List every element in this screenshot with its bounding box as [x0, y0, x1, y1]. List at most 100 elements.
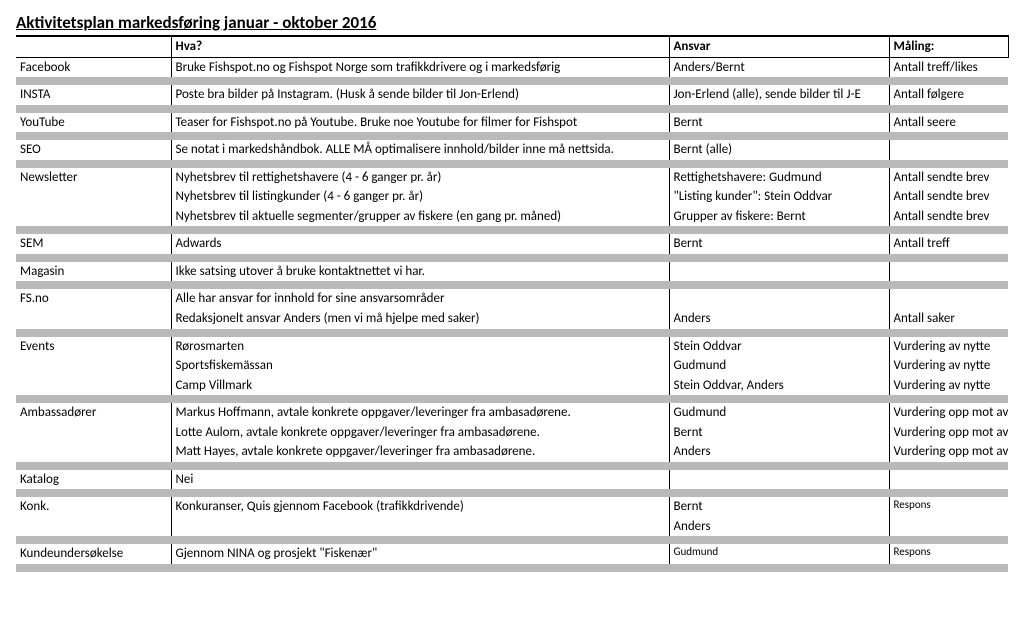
cell-ansvar	[669, 262, 889, 282]
separator-row	[16, 77, 1008, 85]
cell-maling: Antall sendte brev	[889, 168, 1008, 188]
cell-maling: Antall seere	[889, 113, 1008, 133]
cell-hva: Konkuranser, Quis gjennom Facebook (traf…	[171, 497, 669, 517]
cell-hva: Teaser for Fishspot.no på Youtube. Bruke…	[171, 113, 669, 133]
cell-maling: Vurdering opp mot avtale	[889, 423, 1008, 443]
table-header-row: Hva? Ansvar Måling:	[16, 36, 1008, 57]
cell-ansvar: Stein Oddvar, Anders	[669, 376, 889, 396]
cell-ansvar: Jon-Erlend (alle), sende bilder til J-E	[669, 85, 889, 105]
table-row: MagasinIkke satsing utover å bruke konta…	[16, 262, 1008, 282]
cell-category	[16, 356, 171, 376]
separator-row	[16, 105, 1008, 113]
table-row: Nyhetsbrev til listingkunder (4 - 6 gang…	[16, 187, 1008, 207]
separator-row	[16, 564, 1008, 572]
cell-category: YouTube	[16, 113, 171, 133]
cell-maling: Antall treff/likes	[889, 57, 1008, 77]
cell-ansvar: Bernt	[669, 423, 889, 443]
cell-hva: Nyhetsbrev til listingkunder (4 - 6 gang…	[171, 187, 669, 207]
table-row: SEMAdwardsBerntAntall treff	[16, 234, 1008, 254]
cell-hva: Gjennom NINA og prosjekt "Fiskenær"	[171, 544, 669, 564]
separator-row	[16, 160, 1008, 168]
separator-row	[16, 132, 1008, 140]
cell-hva: Adwards	[171, 234, 669, 254]
cell-maling	[889, 140, 1008, 160]
cell-maling: Respons	[889, 497, 1008, 517]
table-row: KundeundersøkelseGjennom NINA og prosjek…	[16, 544, 1008, 564]
cell-hva	[171, 517, 669, 537]
cell-ansvar: Grupper av fiskere: Bernt	[669, 207, 889, 227]
cell-hva: Ikke satsing utover å bruke kontaktnette…	[171, 262, 669, 282]
cell-ansvar: Gudmund	[669, 544, 889, 564]
cell-category: Kundeundersøkelse	[16, 544, 171, 564]
cell-maling: Vurdering opp mot avtale	[889, 403, 1008, 423]
cell-maling	[889, 470, 1008, 490]
cell-category	[16, 187, 171, 207]
cell-maling: Antall saker	[889, 309, 1008, 329]
cell-category: FS.no	[16, 289, 171, 309]
cell-hva: Se notat i markedshåndbok. ALLE MÅ optim…	[171, 140, 669, 160]
table-row: KatalogNei	[16, 470, 1008, 490]
cell-ansvar: "Listing kunder": Stein Oddvar	[669, 187, 889, 207]
table-row: Camp VillmarkStein Oddvar, AndersVurderi…	[16, 376, 1008, 396]
cell-hva: Nei	[171, 470, 669, 490]
cell-category: Konk.	[16, 497, 171, 517]
cell-category: Magasin	[16, 262, 171, 282]
table-row: Redaksjonelt ansvar Anders (men vi må hj…	[16, 309, 1008, 329]
cell-hva: Nyhetsbrev til rettighetshavere (4 - 6 g…	[171, 168, 669, 188]
table-row: Lotte Aulom, avtale konkrete oppgaver/le…	[16, 423, 1008, 443]
cell-hva: Alle har ansvar for innhold for sine ans…	[171, 289, 669, 309]
col-header-hva: Hva?	[171, 36, 669, 57]
table-row: Konk.Konkuranser, Quis gjennom Facebook …	[16, 497, 1008, 517]
cell-ansvar: Anders	[669, 517, 889, 537]
cell-category: Katalog	[16, 470, 171, 490]
separator-row	[16, 226, 1008, 234]
cell-maling	[889, 262, 1008, 282]
cell-hva: Lotte Aulom, avtale konkrete oppgaver/le…	[171, 423, 669, 443]
separator-row	[16, 489, 1008, 497]
cell-ansvar: Bernt	[669, 113, 889, 133]
cell-category	[16, 517, 171, 537]
cell-hva: Sportsfiskemässan	[171, 356, 669, 376]
separator-row	[16, 254, 1008, 262]
col-header-maling: Måling:	[889, 36, 1008, 57]
table-row: FacebookBruke Fishspot.no og Fishspot No…	[16, 57, 1008, 77]
separator-row	[16, 281, 1008, 289]
cell-category	[16, 309, 171, 329]
cell-category	[16, 423, 171, 443]
table-row: AmbassadørerMarkus Hoffmann, avtale konk…	[16, 403, 1008, 423]
cell-ansvar: Bernt	[669, 497, 889, 517]
cell-hva: Nyhetsbrev til aktuelle segmenter/gruppe…	[171, 207, 669, 227]
cell-ansvar: Bernt	[669, 234, 889, 254]
cell-category	[16, 376, 171, 396]
table-row: NewsletterNyhetsbrev til rettighetshaver…	[16, 168, 1008, 188]
cell-maling	[889, 517, 1008, 537]
cell-ansvar: Gudmund	[669, 356, 889, 376]
cell-ansvar: Anders/Bernt	[669, 57, 889, 77]
cell-category: Newsletter	[16, 168, 171, 188]
table-row: Nyhetsbrev til aktuelle segmenter/gruppe…	[16, 207, 1008, 227]
cell-maling: Antall følgere	[889, 85, 1008, 105]
cell-hva: Markus Hoffmann, avtale konkrete oppgave…	[171, 403, 669, 423]
cell-maling: Respons	[889, 544, 1008, 564]
cell-maling: Antall sendte brev	[889, 187, 1008, 207]
cell-category: INSTA	[16, 85, 171, 105]
col-header-ansvar: Ansvar	[669, 36, 889, 57]
cell-hva: Poste bra bilder på Instagram. (Husk å s…	[171, 85, 669, 105]
cell-hva: Matt Hayes, avtale konkrete oppgaver/lev…	[171, 442, 669, 462]
cell-category: SEM	[16, 234, 171, 254]
separator-row	[16, 462, 1008, 470]
cell-ansvar	[669, 470, 889, 490]
cell-hva: Camp Villmark	[171, 376, 669, 396]
cell-hva: Redaksjonelt ansvar Anders (men vi må hj…	[171, 309, 669, 329]
page-title: Aktivitetsplan markedsføring januar - ok…	[16, 12, 1008, 33]
table-row: SEOSe notat i markedshåndbok. ALLE MÅ op…	[16, 140, 1008, 160]
cell-ansvar: Anders	[669, 442, 889, 462]
cell-maling: Vurdering opp mot avtale	[889, 442, 1008, 462]
cell-category: Events	[16, 337, 171, 357]
cell-maling: Vurdering av nytte	[889, 376, 1008, 396]
plan-table: Hva? Ansvar Måling: FacebookBruke Fishsp…	[16, 35, 1009, 572]
cell-ansvar: Gudmund	[669, 403, 889, 423]
table-row: EventsRørosmartenStein OddvarVurdering a…	[16, 337, 1008, 357]
cell-maling: Vurdering av nytte	[889, 356, 1008, 376]
cell-maling: Antall treff	[889, 234, 1008, 254]
